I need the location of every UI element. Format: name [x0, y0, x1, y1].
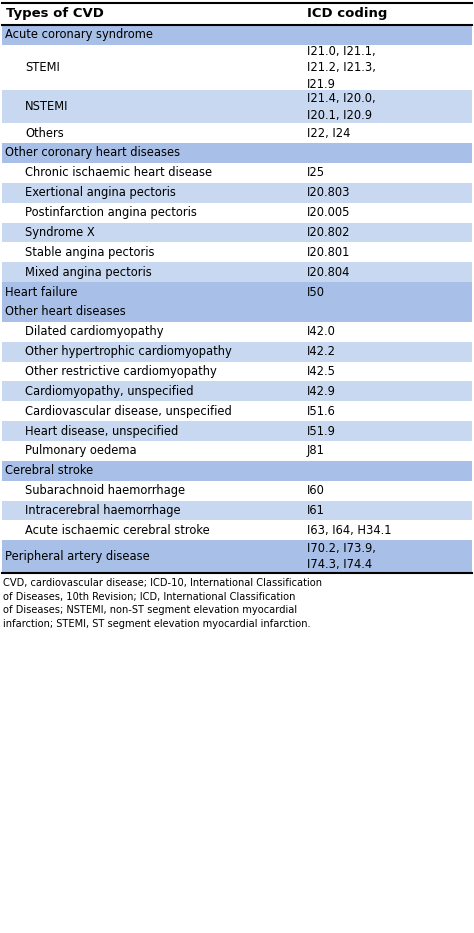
Text: Dilated cardiomyopathy: Dilated cardiomyopathy — [25, 326, 164, 339]
Bar — [2, 91, 472, 123]
Text: I60: I60 — [307, 484, 325, 497]
Text: I61: I61 — [307, 504, 325, 517]
Bar — [2, 3, 472, 25]
Text: I63, I64, H34.1: I63, I64, H34.1 — [307, 524, 392, 536]
Text: Mixed angina pectoris: Mixed angina pectoris — [25, 266, 152, 279]
Text: Types of CVD: Types of CVD — [6, 7, 104, 21]
Text: I20.801: I20.801 — [307, 245, 350, 258]
Bar — [2, 183, 472, 202]
Text: Intracerebral haemorrhage: Intracerebral haemorrhage — [25, 504, 181, 517]
Text: I42.9: I42.9 — [307, 385, 336, 397]
Text: I22, I24: I22, I24 — [307, 127, 350, 140]
Bar — [2, 322, 472, 341]
Text: Postinfarction angina pectoris: Postinfarction angina pectoris — [25, 206, 197, 219]
Text: Other hypertrophic cardiomyopathy: Other hypertrophic cardiomyopathy — [25, 345, 232, 358]
Text: I20.804: I20.804 — [307, 266, 350, 279]
Bar — [2, 382, 472, 401]
Text: Chronic ischaemic heart disease: Chronic ischaemic heart disease — [25, 166, 212, 179]
Bar — [2, 282, 472, 302]
Bar — [2, 341, 472, 362]
Text: Cerebral stroke: Cerebral stroke — [5, 465, 94, 478]
Text: Acute ischaemic cerebral stroke: Acute ischaemic cerebral stroke — [25, 524, 210, 536]
Text: I20.802: I20.802 — [307, 226, 350, 239]
Text: I21.0, I21.1,
I21.2, I21.3,
I21.9: I21.0, I21.1, I21.2, I21.3, I21.9 — [307, 45, 376, 91]
Bar — [2, 243, 472, 262]
Bar — [2, 461, 472, 480]
Text: Other coronary heart diseases: Other coronary heart diseases — [5, 146, 181, 160]
Text: Heart disease, unspecified: Heart disease, unspecified — [25, 425, 179, 438]
Bar — [2, 202, 472, 222]
Text: Other heart diseases: Other heart diseases — [5, 305, 126, 318]
Bar — [2, 521, 472, 540]
Text: I51.6: I51.6 — [307, 405, 336, 418]
Text: I21.4, I20.0,
I20.1, I20.9: I21.4, I20.0, I20.1, I20.9 — [307, 92, 375, 121]
Text: Cardiovascular disease, unspecified: Cardiovascular disease, unspecified — [25, 405, 232, 418]
Text: I20.803: I20.803 — [307, 187, 350, 200]
Text: Cardiomyopathy, unspecified: Cardiomyopathy, unspecified — [25, 385, 194, 397]
Text: Subarachnoid haemorrhage: Subarachnoid haemorrhage — [25, 484, 185, 497]
Text: I50: I50 — [307, 285, 325, 299]
Bar — [2, 262, 472, 282]
Text: I42.0: I42.0 — [307, 326, 336, 339]
Bar — [2, 362, 472, 382]
Text: I20.005: I20.005 — [307, 206, 350, 219]
Bar — [2, 401, 472, 421]
Text: ICD coding: ICD coding — [307, 7, 387, 21]
Text: Others: Others — [25, 127, 64, 140]
Text: Pulmonary oedema: Pulmonary oedema — [25, 444, 137, 457]
Text: Exertional angina pectoris: Exertional angina pectoris — [25, 187, 176, 200]
Text: Other restrictive cardiomyopathy: Other restrictive cardiomyopathy — [25, 365, 217, 378]
Text: I51.9: I51.9 — [307, 425, 336, 438]
Text: CVD, cardiovascular disease; ICD-10, International Classification
of Diseases, 1: CVD, cardiovascular disease; ICD-10, Int… — [3, 578, 322, 629]
Bar — [2, 421, 472, 441]
Bar — [2, 45, 472, 91]
Text: I25: I25 — [307, 166, 325, 179]
Text: Acute coronary syndrome: Acute coronary syndrome — [5, 28, 154, 41]
Text: Stable angina pectoris: Stable angina pectoris — [25, 245, 155, 258]
Bar — [2, 501, 472, 521]
Text: Syndrome X: Syndrome X — [25, 226, 95, 239]
Text: J81: J81 — [307, 444, 325, 457]
Bar — [2, 302, 472, 322]
Text: STEMI: STEMI — [25, 62, 60, 74]
Bar — [2, 480, 472, 501]
Text: Heart failure: Heart failure — [5, 285, 78, 299]
Text: I42.2: I42.2 — [307, 345, 336, 358]
Bar — [2, 222, 472, 243]
Text: Peripheral artery disease: Peripheral artery disease — [5, 550, 150, 564]
Bar — [2, 123, 472, 143]
Bar — [2, 25, 472, 45]
Text: NSTEMI: NSTEMI — [25, 101, 69, 113]
Text: I70.2, I73.9,
I74.3, I74.4: I70.2, I73.9, I74.3, I74.4 — [307, 542, 376, 572]
Bar — [2, 163, 472, 183]
Bar — [2, 540, 472, 573]
Text: I42.5: I42.5 — [307, 365, 336, 378]
Bar — [2, 143, 472, 163]
Bar — [2, 441, 472, 461]
